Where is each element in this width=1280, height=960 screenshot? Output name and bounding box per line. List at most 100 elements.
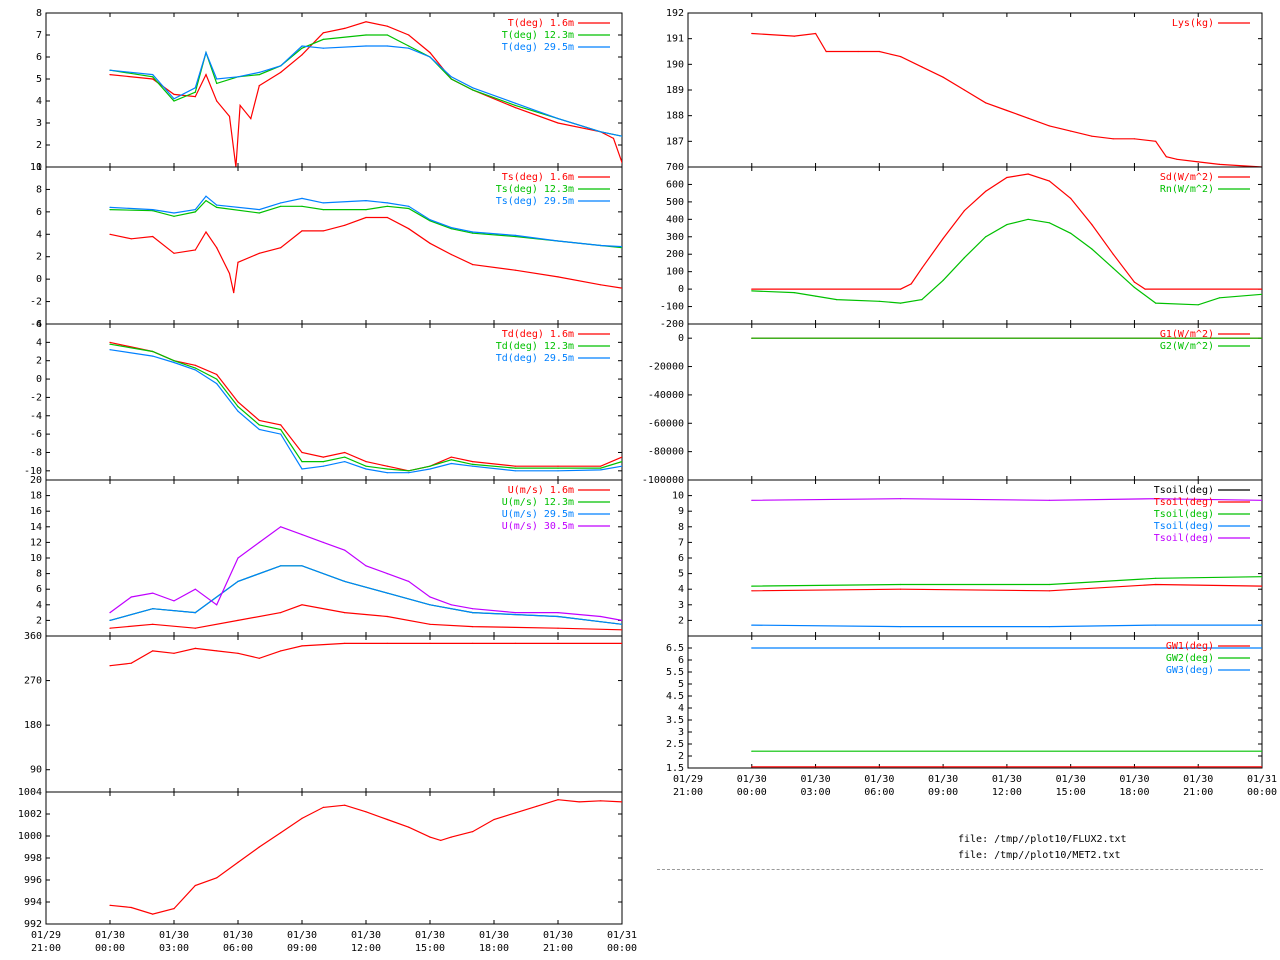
data-point [1048, 222, 1050, 224]
data-point [921, 299, 923, 301]
y-tick-label: -100000 [642, 475, 684, 486]
x-time-label: 21:00 [31, 943, 61, 954]
data-point [450, 462, 452, 465]
data-point [557, 122, 559, 124]
y-tick-label: -80000 [648, 447, 684, 458]
data-point [621, 162, 622, 164]
data-point [194, 367, 196, 369]
data-point [173, 212, 175, 214]
legend-label: Ts(deg) 29.5m [496, 196, 574, 207]
data-point [450, 76, 452, 78]
data-point [751, 499, 753, 501]
data-point [621, 461, 622, 463]
data-point [344, 804, 346, 806]
data-point [621, 246, 622, 248]
data-point [878, 300, 880, 302]
data-point [621, 619, 622, 621]
data-point [280, 428, 282, 431]
data-point [900, 583, 902, 586]
data-point [1261, 585, 1262, 587]
x-time-label: 18:00 [479, 943, 509, 954]
x-time-label: 18:00 [1119, 787, 1149, 798]
data-point [344, 456, 346, 458]
legend-label: T(deg) 1.6m [508, 18, 574, 29]
data-point [280, 65, 282, 67]
data-point [472, 89, 474, 91]
data-point [900, 498, 902, 500]
data-point [205, 52, 207, 54]
data-point [194, 211, 196, 213]
data-point [472, 831, 474, 833]
data-point [301, 205, 303, 207]
data-point [109, 341, 111, 343]
x-date-label: 01/30 [992, 774, 1022, 785]
data-point [152, 608, 154, 610]
data-point [514, 465, 516, 467]
data-point [216, 383, 218, 385]
data-point [557, 240, 559, 242]
data-point [301, 534, 303, 536]
data-point [1218, 297, 1221, 299]
data-point [408, 826, 410, 828]
data-point [280, 247, 282, 249]
y-tick-label: -10 [24, 466, 42, 477]
data-point [109, 206, 111, 208]
data-point [216, 650, 218, 652]
data-point [408, 205, 410, 207]
series-line-surface-temp-0 [109, 216, 622, 293]
data-point [942, 279, 944, 281]
data-point [386, 202, 388, 204]
data-point [793, 35, 795, 37]
series-line-radiation-0 [751, 173, 1262, 290]
data-point [450, 227, 452, 229]
legend-label: G2(W/m^2) [1160, 341, 1214, 352]
data-point [237, 619, 239, 622]
panel-soil-temp: 2345678910Tsoil(deg)Tsoil(deg)Tsoil(deg)… [672, 479, 1263, 637]
x-time-label: 12:00 [351, 943, 381, 954]
y-tick-label: -100 [660, 302, 684, 313]
data-point [130, 596, 132, 598]
y-tick-label: -4 [30, 319, 42, 330]
data-point [429, 52, 431, 54]
x-date-label: 01/30 [159, 930, 189, 941]
x-date-label: 01/31 [607, 930, 637, 941]
data-point [1048, 180, 1050, 182]
data-point [280, 205, 282, 207]
y-tick-label: -4 [30, 411, 42, 422]
data-point [194, 588, 196, 590]
data-point [408, 47, 410, 49]
data-point [344, 549, 346, 551]
data-point [408, 207, 410, 210]
y-tick-label: 8 [678, 522, 684, 533]
series-line-wind-speed-0 [109, 604, 622, 631]
data-point [1027, 117, 1029, 119]
data-point [109, 612, 111, 614]
y-tick-label: 6 [36, 52, 42, 63]
x-time-label: 21:00 [543, 943, 573, 954]
data-point [365, 45, 367, 47]
data-point [514, 102, 516, 104]
data-point [173, 361, 175, 364]
x-date-label: 01/30 [287, 930, 317, 941]
data-point [205, 74, 207, 76]
data-point [600, 800, 602, 802]
data-point [514, 269, 516, 271]
data-point [280, 433, 282, 435]
data-point [194, 96, 196, 98]
data-point [365, 465, 367, 467]
y-tick-label: 6 [36, 584, 42, 595]
y-tick-label: 992 [24, 919, 42, 930]
data-point [322, 209, 324, 211]
data-point [173, 215, 175, 217]
data-point [216, 82, 218, 84]
y-tick-label: 3 [678, 727, 684, 738]
data-point [301, 451, 303, 454]
data-point [1048, 125, 1050, 127]
data-point [408, 470, 410, 472]
legend-label: U(m/s) 29.5m [502, 509, 574, 520]
data-point [1091, 224, 1093, 226]
data-point [1261, 766, 1262, 768]
y-tick-label: 1004 [18, 787, 42, 798]
y-tick-label: -60000 [648, 418, 684, 429]
x-date-label: 01/30 [1183, 774, 1213, 785]
